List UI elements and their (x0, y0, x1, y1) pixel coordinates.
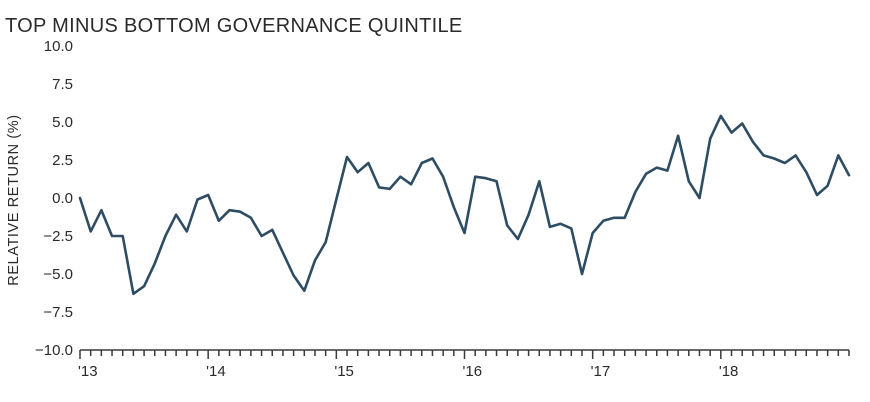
y-tick-label: −5.0 (43, 266, 73, 283)
x-tick-label: '17 (591, 363, 611, 380)
y-tick-label: −7.5 (43, 304, 73, 321)
x-tick-label: '13 (78, 363, 98, 380)
y-axis-ticks: 10.0 7.5 5.0 2.5 0.0 −2.5 −5.0 −7.5 −10.0 (35, 38, 73, 359)
series-line (78, 114, 851, 296)
y-tick-label: 7.5 (52, 76, 73, 93)
x-tick-label: '16 (463, 363, 483, 380)
y-tick-label: 10.0 (44, 38, 73, 55)
y-tick-label: −2.5 (43, 228, 73, 245)
chart-title: TOP MINUS BOTTOM GOVERNANCE QUINTILE (5, 15, 463, 37)
x-axis: '13 '14 '15 '16 '17 '18 (78, 349, 850, 380)
series-group (78, 114, 851, 296)
y-tick-label: 5.0 (52, 114, 73, 131)
y-tick-label: 2.5 (52, 152, 73, 169)
x-tick-label: '18 (719, 363, 739, 380)
x-tick-label: '15 (334, 363, 354, 380)
y-tick-label: 0.0 (52, 190, 73, 207)
x-tick-label: '14 (206, 363, 226, 380)
y-tick-label: −10.0 (35, 342, 73, 359)
